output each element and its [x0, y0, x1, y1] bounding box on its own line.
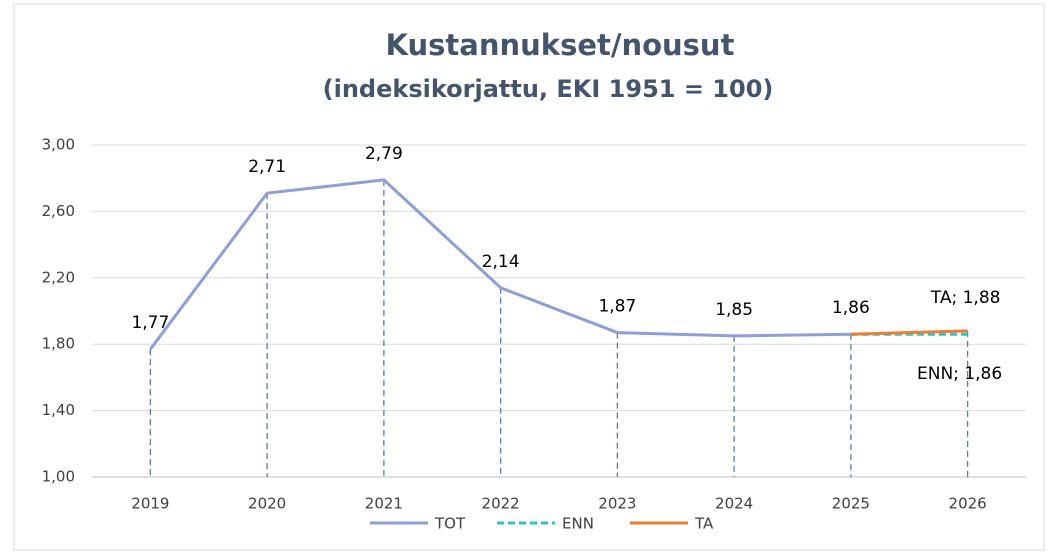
chart-frame: [13, 3, 1045, 551]
data-label: 1,86: [832, 298, 870, 318]
x-tick-label: 2023: [598, 495, 636, 513]
series-line: [149, 178, 851, 351]
data-label: 1,87: [598, 297, 636, 317]
chart-title: Kustannukset/nousut: [386, 28, 735, 62]
x-tick-label: 2019: [131, 495, 169, 513]
legend-label: TA: [694, 515, 714, 533]
x-tick-label: 2025: [832, 495, 870, 513]
x-tick-label: 2022: [482, 495, 520, 513]
chart-subtitle: (indeksikorjattu, EKI 1951 = 100): [323, 75, 774, 103]
y-tick-label: 1,00: [42, 468, 75, 486]
y-tick-label: 2,20: [42, 268, 75, 286]
legend-label: TOT: [434, 515, 466, 533]
data-label: 1,85: [715, 300, 753, 320]
data-label: TA; 1,88: [930, 288, 1001, 308]
data-label: 2,71: [248, 157, 286, 177]
x-tick-label: 2021: [365, 495, 403, 513]
legend-label: ENN: [562, 515, 594, 533]
series-line: [850, 329, 968, 336]
y-tick-label: 2,60: [42, 202, 75, 220]
data-label: 2,79: [365, 144, 403, 164]
y-tick-label: 3,00: [42, 136, 75, 154]
data-label: ENN; 1,86: [917, 364, 1002, 384]
x-tick-label: 2026: [949, 495, 987, 513]
x-tick-label: 2024: [715, 495, 753, 513]
y-tick-label: 1,40: [42, 401, 75, 419]
x-tick-label: 2020: [248, 495, 286, 513]
y-tick-label: 1,80: [42, 335, 75, 353]
data-label: 1,77: [131, 313, 169, 333]
data-label: 2,14: [482, 252, 520, 272]
